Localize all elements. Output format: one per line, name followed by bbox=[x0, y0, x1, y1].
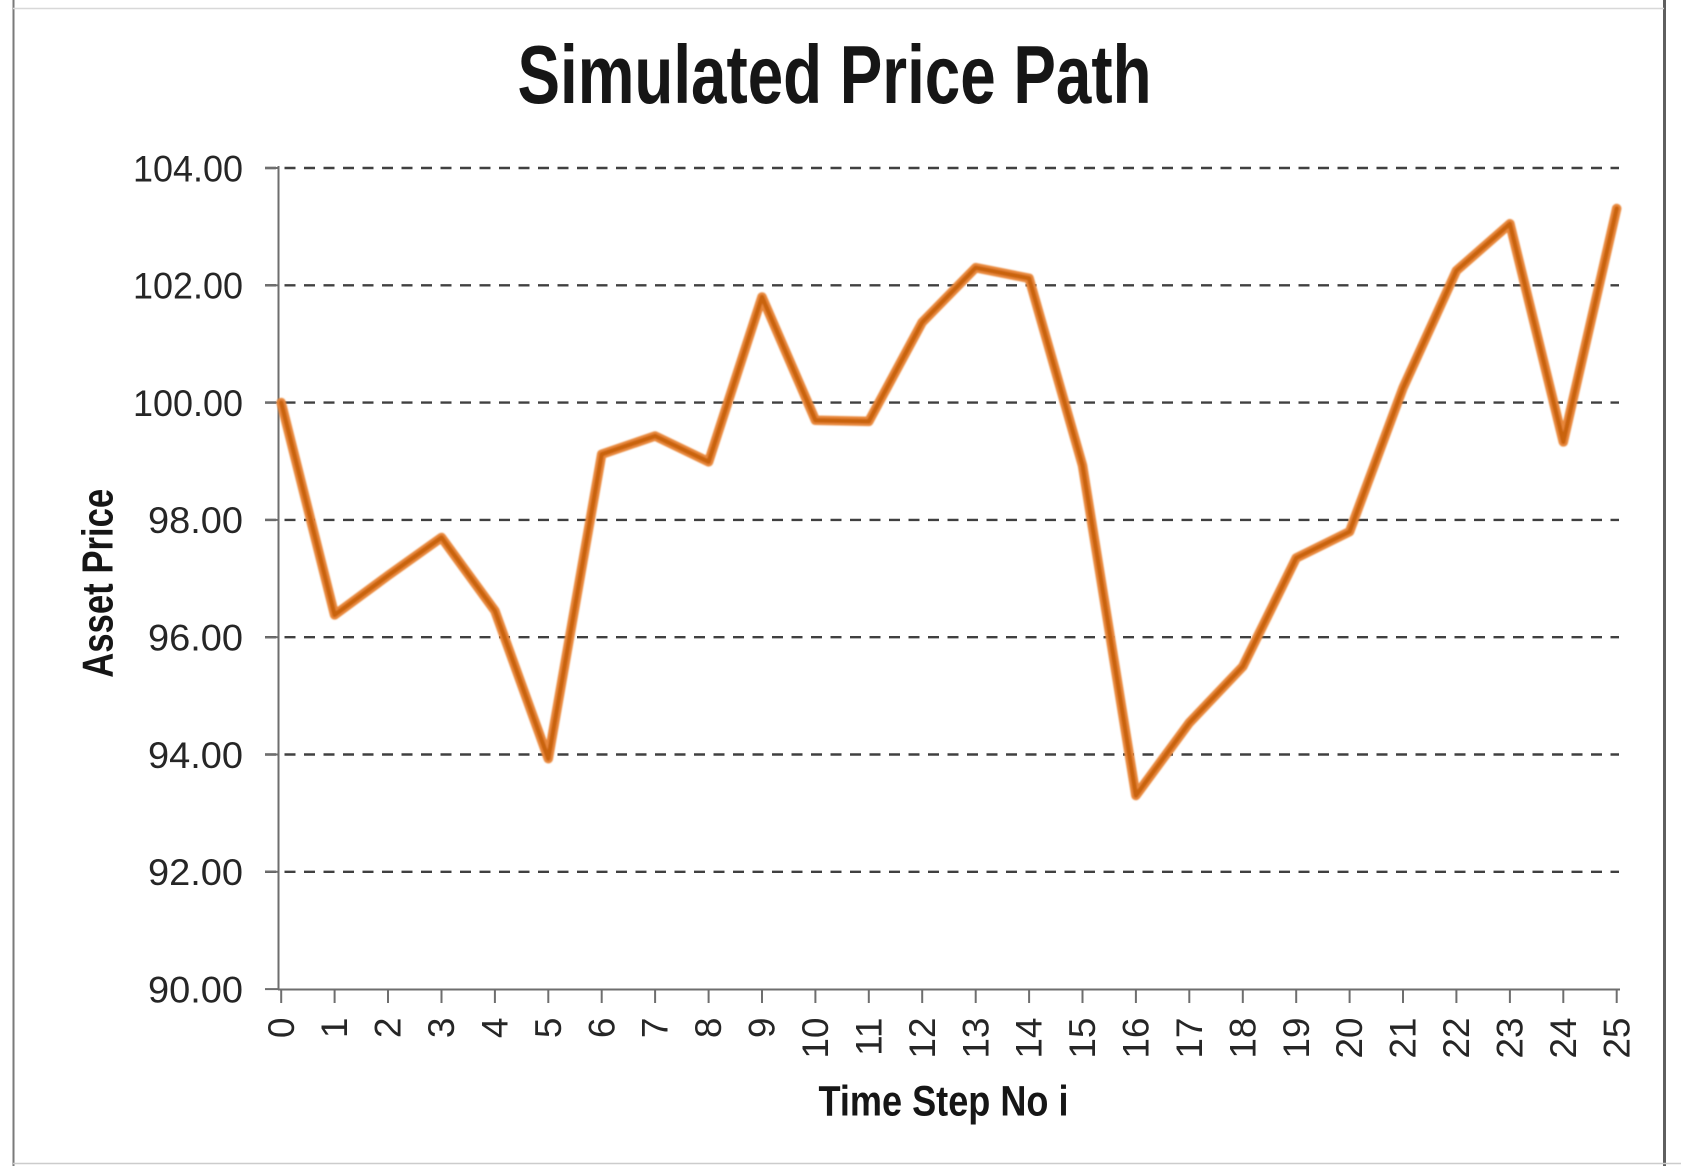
svg-text:10: 10 bbox=[795, 1018, 836, 1059]
svg-text:7: 7 bbox=[635, 1018, 676, 1039]
svg-text:20: 20 bbox=[1329, 1018, 1370, 1059]
svg-text:19: 19 bbox=[1276, 1018, 1317, 1059]
svg-text:24: 24 bbox=[1543, 1018, 1584, 1059]
svg-text:94.00: 94.00 bbox=[148, 735, 243, 776]
svg-text:6: 6 bbox=[581, 1018, 622, 1039]
svg-text:90.00: 90.00 bbox=[148, 969, 243, 1010]
svg-text:Time Step No i: Time Step No i bbox=[819, 1079, 1069, 1126]
svg-text:96.00: 96.00 bbox=[148, 618, 243, 659]
svg-text:12: 12 bbox=[902, 1018, 943, 1059]
svg-text:17: 17 bbox=[1169, 1018, 1210, 1059]
svg-text:104.00: 104.00 bbox=[133, 148, 243, 189]
svg-text:5: 5 bbox=[528, 1018, 569, 1039]
svg-text:2: 2 bbox=[368, 1018, 409, 1039]
svg-text:22: 22 bbox=[1436, 1018, 1477, 1059]
svg-text:98.00: 98.00 bbox=[148, 500, 243, 541]
svg-text:9: 9 bbox=[742, 1018, 783, 1039]
svg-text:92.00: 92.00 bbox=[148, 852, 243, 893]
svg-text:25: 25 bbox=[1596, 1018, 1637, 1059]
svg-text:11: 11 bbox=[848, 1018, 889, 1056]
svg-text:8: 8 bbox=[688, 1018, 729, 1039]
svg-text:1: 1 bbox=[314, 1018, 355, 1039]
svg-text:16: 16 bbox=[1116, 1018, 1157, 1059]
svg-text:Asset Price: Asset Price bbox=[75, 489, 123, 678]
svg-text:0: 0 bbox=[261, 1018, 302, 1039]
svg-text:100.00: 100.00 bbox=[133, 383, 243, 424]
svg-text:21: 21 bbox=[1383, 1018, 1424, 1059]
svg-text:18: 18 bbox=[1222, 1018, 1263, 1059]
svg-text:14: 14 bbox=[1009, 1018, 1050, 1059]
svg-text:Simulated Price Path: Simulated Price Path bbox=[518, 28, 1152, 121]
svg-text:23: 23 bbox=[1490, 1018, 1531, 1059]
svg-text:15: 15 bbox=[1062, 1018, 1103, 1059]
svg-text:3: 3 bbox=[421, 1018, 462, 1039]
svg-text:4: 4 bbox=[475, 1018, 516, 1039]
svg-text:102.00: 102.00 bbox=[133, 266, 243, 307]
svg-text:13: 13 bbox=[955, 1018, 996, 1059]
